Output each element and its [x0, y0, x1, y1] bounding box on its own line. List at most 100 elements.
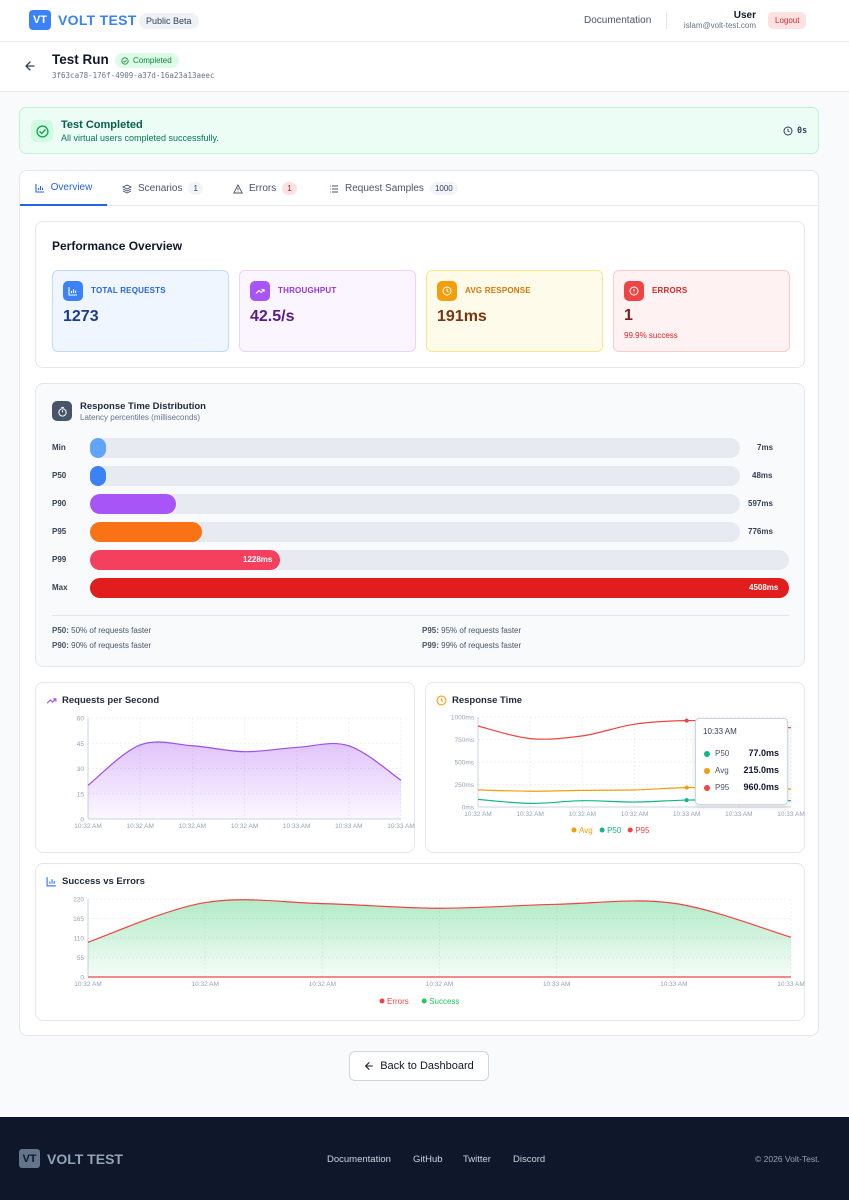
x-tick-label: 10:33 AM: [543, 981, 570, 988]
x-tick-label: 10:32 AM: [426, 981, 453, 988]
percentile-note: P99: 99% of requests faster: [422, 641, 522, 650]
test-run-header: Test Run Completed 3f63ca78-176f-4909-a3…: [0, 42, 849, 92]
footer-link-documentation[interactable]: Documentation: [327, 1154, 391, 1165]
percentile-label: P99: [52, 555, 67, 564]
percentile-note: P90: 90% of requests faster: [52, 641, 152, 650]
section-title: Performance Overview: [52, 239, 183, 253]
percentile-track: [90, 522, 740, 542]
bar-chart-icon: [46, 877, 56, 887]
x-tick-label: 10:33 AM: [777, 981, 804, 988]
tooltip-series: Avg: [715, 766, 729, 775]
distribution-title: Response Time Distribution: [80, 401, 206, 412]
percentile-row: Min 7ms: [52, 438, 790, 458]
warning-icon: [233, 183, 243, 193]
tooltip-series: P95: [715, 783, 730, 792]
series-line: [87, 899, 792, 943]
series-area: [88, 899, 791, 977]
y-tick-label: 60: [77, 716, 85, 723]
tab-label: Request Samples: [345, 183, 424, 194]
stat-avg-response: AVG RESPONSE 191ms: [426, 270, 603, 352]
y-tick-label: 30: [77, 766, 85, 773]
percentile-value: 48ms: [752, 471, 773, 480]
x-tick-label: 10:32 AM: [621, 811, 648, 818]
timer-icon: [52, 401, 72, 421]
response-time-distribution: Response Time Distribution Latency perce…: [35, 383, 805, 667]
success-vs-errors-chart: Success vs Errors 0 55 110 165 220 10:32 AM 10…: [35, 863, 805, 1021]
performance-overview: Performance Overview TOTAL REQUESTS 1273…: [35, 221, 805, 368]
tooltip-value: 960.0ms: [743, 782, 779, 792]
y-tick-label: 750ms: [454, 737, 474, 744]
rps-plot: 0 15 30 45 60 10:32 AM 10:32 AM 10:32 AM 10:32 A…: [74, 716, 414, 831]
percentile-value: 4508ms: [749, 583, 779, 592]
series-line: [87, 741, 402, 786]
y-tick-label: 165: [73, 916, 84, 923]
stat-label: AVG RESPONSE: [465, 286, 531, 295]
percentile-row: P90 597ms: [52, 494, 790, 514]
percentile-value: 597ms: [748, 499, 773, 508]
list-icon: [330, 185, 338, 192]
footer-brand[interactable]: VOLT TEST: [47, 1151, 123, 1167]
percentile-note: P95: 95% of requests faster: [422, 626, 522, 635]
legend-dot: [599, 827, 605, 833]
y-tick-label: 1000ms: [451, 715, 475, 722]
tab-scenarios[interactable]: Scenarios 1: [122, 171, 203, 206]
clock-icon: [436, 695, 447, 706]
percentile-value: 7ms: [757, 443, 774, 452]
y-tick-label: 500ms: [454, 760, 474, 767]
logout-button[interactable]: Logout: [768, 12, 807, 29]
tab-label: Errors: [249, 183, 277, 194]
legend-label: Success: [429, 997, 459, 1006]
x-tick-label: 10:32 AM: [191, 981, 218, 988]
success-icon-box: [31, 120, 53, 142]
tab-errors[interactable]: Errors 1: [233, 171, 297, 206]
y-tick-label: 55: [77, 955, 85, 962]
arrow-left-icon: [365, 1062, 374, 1070]
y-tick-label: 0ms: [462, 805, 475, 812]
x-tick-label: 10:32 AM: [309, 981, 336, 988]
tab-overview[interactable]: Overview: [20, 171, 107, 206]
footer-link-discord[interactable]: Discord: [513, 1154, 546, 1165]
x-tick-label: 10:32 AM: [179, 823, 206, 830]
percentile-bar: [90, 522, 202, 542]
completion-banner: Test Completed All virtual users complet…: [19, 107, 819, 154]
nav-documentation-link[interactable]: Documentation: [584, 15, 652, 26]
legend-dot: [421, 998, 427, 1004]
logo-mark[interactable]: VT: [29, 10, 51, 30]
percentile-track: [90, 438, 740, 458]
footer-link-github[interactable]: GitHub: [413, 1154, 443, 1165]
x-tick-label: 10:33 AM: [283, 823, 310, 830]
tab-request-samples[interactable]: Request Samples 1000: [329, 171, 458, 206]
beta-badge: Public Beta: [139, 13, 199, 29]
back-to-dashboard-button[interactable]: Back to Dashboard: [349, 1051, 489, 1081]
duration: 0s: [797, 126, 808, 136]
response-time-chart: Response Time 0ms 250ms 500ms 750ms 1000ms 10…: [425, 682, 805, 853]
footer-link-twitter[interactable]: Twitter: [463, 1154, 491, 1165]
tooltip-value: 215.0ms: [743, 765, 779, 775]
percentile-track: [90, 578, 789, 598]
percentile-bar: [90, 494, 176, 514]
percentile-note: P50: 50% of requests faster: [52, 626, 152, 635]
divider: [666, 13, 667, 29]
status-badge: Completed: [115, 53, 179, 68]
brand-name[interactable]: VOLT TEST: [58, 12, 137, 28]
user-email: islam@volt-test.com: [683, 21, 756, 30]
y-tick-label: 110: [74, 936, 85, 943]
check-circle-icon: [35, 124, 49, 138]
bar-chart-icon: [63, 281, 83, 301]
footer-logo-mark[interactable]: VT: [19, 1149, 40, 1168]
stat-label: ERRORS: [652, 286, 688, 295]
percentile-value: 776ms: [748, 527, 773, 536]
back-arrow-icon[interactable]: [24, 60, 36, 72]
tooltip-series: P50: [715, 749, 730, 758]
data-point: [684, 798, 689, 803]
tab-label: Scenarios: [138, 183, 183, 194]
chart-title: Response Time: [452, 695, 523, 706]
x-tick-label: 10:32 AM: [74, 823, 101, 830]
x-tick-label: 10:32 AM: [74, 981, 101, 988]
percentile-label: P95: [52, 527, 67, 536]
series-area: [88, 741, 401, 819]
page-title: Test Run: [52, 52, 109, 67]
y-tick-label: 15: [77, 791, 85, 798]
tab-label: Overview: [50, 182, 93, 193]
stat-value: 1: [624, 307, 633, 324]
